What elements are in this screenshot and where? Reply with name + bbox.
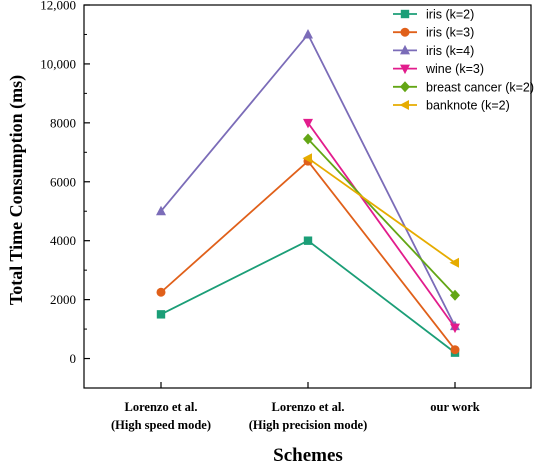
y-tick-label: 4000 <box>50 233 76 248</box>
data-point-breast-cancer-k-2 <box>303 133 313 145</box>
y-tick-label: 2000 <box>50 292 76 307</box>
legend: iris (k=2) iris (k=3) iris (k=4) wine (k=3)… <box>393 8 534 113</box>
series-line-iris-k-3 <box>160 159 456 351</box>
x-tick-label-line: our work <box>430 400 479 414</box>
y-axis-title: Total Time Consumption (ms) <box>6 75 27 305</box>
legend-label-breast-cancer-k-2: breast cancer (k=2) <box>426 80 534 94</box>
legend-label-iris-k-3: iris (k=3) <box>426 26 474 40</box>
legend-label-iris-k-4: iris (k=4) <box>426 44 474 58</box>
axes: 0 2000 4000 6000 8000 10,000 12,000 Lorenzo et … <box>40 0 532 432</box>
legend-marker-banknote-k-2 <box>399 100 409 110</box>
y-tick-label: 0 <box>70 351 77 366</box>
series-markers <box>156 28 460 357</box>
x-tick-label: our work <box>430 400 479 414</box>
data-point-iris-k-2 <box>303 236 313 245</box>
y-tick-label: 10,000 <box>40 56 76 71</box>
series-line-wine-k-3 <box>307 122 456 329</box>
legend-marker-iris-k-4 <box>400 44 410 55</box>
x-tick-label-line: Lorenzo et al. <box>124 400 197 414</box>
y-tick-label: 8000 <box>50 115 76 130</box>
x-tick-label-line: (High speed mode) <box>111 418 211 432</box>
data-point-iris-k-3 <box>450 345 460 355</box>
x-tick-label: Lorenzo et al. (High speed mode) <box>111 400 211 432</box>
legend-marker-iris-k-2 <box>400 9 410 19</box>
x-axis-title: Schemes <box>273 445 343 466</box>
data-point-iris-k-2 <box>156 310 166 319</box>
data-point-iris-k-3 <box>156 287 166 297</box>
data-point-breast-cancer-k-2 <box>450 289 460 301</box>
y-tick-label: 6000 <box>50 174 76 189</box>
x-tick-label: Lorenzo et al. (High precision mode) <box>249 400 368 432</box>
data-point-iris-k-4 <box>303 28 313 39</box>
legend-marker-breast-cancer-k-2 <box>400 81 410 93</box>
series-line-iris-k-2 <box>160 239 456 354</box>
series-line-iris-k-4 <box>160 32 456 327</box>
data-point-banknote-k-2 <box>449 257 459 268</box>
data-point-iris-k-4 <box>156 205 166 216</box>
legend-label-banknote-k-2: banknote (k=2) <box>426 99 510 113</box>
legend-marker-wine-k-3 <box>400 64 410 75</box>
x-tick-label-line: Lorenzo et al. <box>271 400 344 414</box>
data-point-wine-k-3 <box>303 118 313 129</box>
legend-label-iris-k-2: iris (k=2) <box>426 8 474 22</box>
series-line-banknote-k-2 <box>307 157 456 264</box>
data-point-banknote-k-2 <box>302 153 312 164</box>
series-lines <box>160 32 456 354</box>
data-point-wine-k-3 <box>450 323 460 334</box>
legend-label-wine-k-3: wine (k=3) <box>425 62 484 76</box>
x-tick-label-line: (High precision mode) <box>249 418 368 432</box>
y-tick-label: 12,000 <box>40 0 76 13</box>
series-line-breast-cancer-k-2 <box>307 138 456 296</box>
legend-marker-iris-k-3 <box>400 27 410 37</box>
